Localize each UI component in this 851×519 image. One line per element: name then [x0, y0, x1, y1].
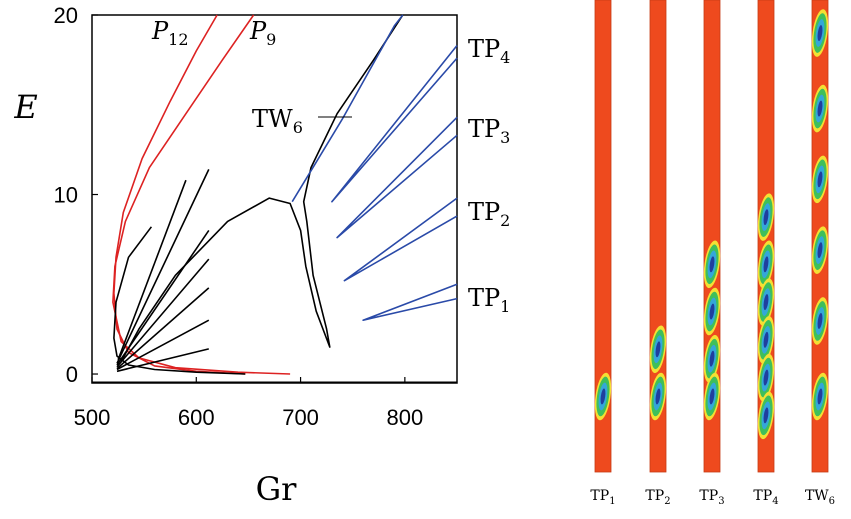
vortex-blob-ring-3	[709, 388, 715, 405]
vortex-blob-ring-3	[655, 341, 661, 358]
panel-label: TP1	[590, 488, 615, 507]
series-label-tw6: TW6	[252, 105, 303, 137]
x-axis-label: Gr	[256, 470, 298, 508]
heatmap-panel-tw6: TW6	[805, 0, 835, 507]
series-labels: P12 P9 TW6 TP1 TP2 TP3 TP4	[151, 17, 510, 316]
series-line-tw6	[120, 14, 404, 362]
heatmap-panel-tp2: TP2	[645, 0, 671, 507]
vortex-blob-ring-3	[763, 369, 769, 386]
series-label-tp2: TP2	[468, 198, 510, 230]
vortex-blob-ring-3	[709, 350, 715, 367]
vortex-blob-ring-3	[817, 171, 823, 188]
vortex-blob-ring-3	[817, 100, 823, 117]
x-tick-label: 700	[282, 405, 319, 430]
series-line-fan-0	[113, 226, 246, 375]
series-line-tw6-upper	[291, 14, 404, 203]
vortex-blob-ring-3	[763, 407, 769, 424]
series-line-fan-1	[117, 179, 187, 360]
series-line-fan-7	[116, 348, 209, 373]
panel-label: TW6	[805, 488, 835, 507]
vortex-blob-ring-3	[763, 294, 769, 311]
vortex-blob-ring-3	[709, 256, 715, 273]
x-tick-label: 500	[74, 405, 111, 430]
tick-layer: 500 600 700 800 0 10 20	[54, 3, 424, 430]
series-line-tp4	[331, 44, 458, 203]
series-layer	[112, 14, 458, 375]
series-line-fan-2	[116, 169, 210, 364]
vortex-blob-ring-3	[763, 256, 769, 273]
series-line-tp1	[362, 283, 458, 322]
y-tick-label: 0	[66, 362, 78, 387]
vortex-blob-ring-3	[817, 313, 823, 329]
series-line-tp3	[336, 116, 458, 239]
heatmap-panel-tp1: TP1	[590, 0, 616, 507]
vortex-blob-ring-3	[655, 388, 661, 405]
panel-label: TP3	[699, 488, 724, 507]
series-line-p9	[112, 14, 291, 375]
vortex-blob-ring-3	[763, 331, 769, 348]
vortex-blob-ring-3	[817, 242, 823, 259]
vortex-blob-ring-3	[600, 388, 606, 405]
y-tick-label: 10	[54, 183, 78, 208]
x-tick-label: 600	[178, 405, 215, 430]
series-label-p12: P12	[151, 17, 189, 49]
vortex-blob-ring-3	[817, 25, 823, 41]
series-line-tp2	[343, 197, 458, 282]
series-label-tp4: TP4	[468, 35, 510, 67]
vortex-blob-ring-3	[763, 209, 769, 226]
heatmap-panels: TP1 TP2 TP3 TP4 TW6	[590, 0, 835, 507]
series-line-fan-5	[116, 287, 210, 370]
panel-label: TP4	[753, 488, 778, 507]
y-tick-label: 20	[54, 3, 78, 28]
x-tick-label: 800	[386, 405, 423, 430]
heatmap-panel-tp3: TP3	[699, 0, 725, 507]
line-chart: 500 600 700 800 0 10 20 E Gr P12 P9 TW6 TP1 TP2 TP3…	[13, 3, 510, 508]
series-line-fan-4	[116, 258, 210, 368]
series-label-tp3: TP3	[468, 115, 510, 147]
series-line-fan-6	[116, 319, 210, 371]
y-axis-label: E	[13, 88, 37, 126]
heatmap-panel-tp4: TP4	[753, 0, 779, 507]
panel-label: TP2	[645, 488, 670, 507]
series-label-p9: P9	[249, 17, 276, 49]
series-label-tp1: TP1	[468, 284, 510, 316]
vortex-blob-ring-3	[817, 388, 823, 405]
panel-background	[594, 0, 612, 473]
vortex-blob-ring-3	[709, 303, 715, 320]
